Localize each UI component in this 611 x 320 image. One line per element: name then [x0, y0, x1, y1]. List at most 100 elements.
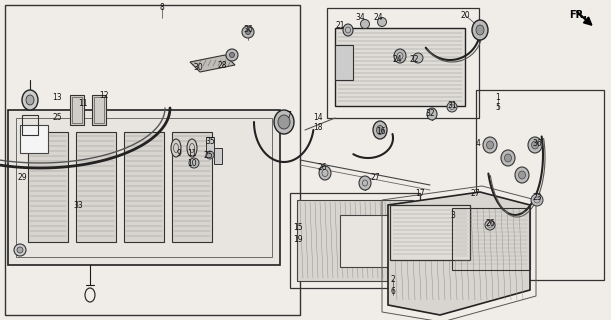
Text: 4: 4 — [475, 139, 480, 148]
Text: 30: 30 — [193, 63, 203, 73]
Text: 26: 26 — [485, 219, 495, 228]
Ellipse shape — [505, 154, 511, 162]
Bar — [94, 97, 104, 123]
Ellipse shape — [376, 125, 384, 134]
Text: 5: 5 — [496, 103, 500, 113]
Text: 15: 15 — [293, 223, 303, 233]
Text: 1: 1 — [496, 93, 500, 102]
Ellipse shape — [226, 49, 238, 61]
Text: 8: 8 — [159, 4, 164, 12]
Bar — [8, 110, 280, 265]
Bar — [22, 115, 38, 135]
Text: 34: 34 — [355, 13, 365, 22]
Ellipse shape — [373, 121, 387, 139]
Text: 20: 20 — [460, 11, 470, 20]
Bar — [290, 193, 420, 288]
Ellipse shape — [187, 139, 197, 157]
Text: 6: 6 — [390, 287, 395, 297]
Ellipse shape — [278, 115, 290, 129]
Bar — [335, 45, 353, 80]
Text: 3: 3 — [450, 211, 455, 220]
Ellipse shape — [519, 171, 525, 179]
Bar — [327, 8, 479, 118]
Text: 25: 25 — [203, 150, 213, 159]
Ellipse shape — [246, 29, 251, 35]
Ellipse shape — [360, 20, 370, 28]
Ellipse shape — [242, 26, 254, 38]
Ellipse shape — [413, 53, 423, 63]
Text: 2: 2 — [390, 276, 395, 284]
Ellipse shape — [472, 20, 488, 40]
Text: 11: 11 — [187, 148, 197, 157]
Text: 13: 13 — [52, 93, 62, 102]
Polygon shape — [388, 192, 530, 315]
Text: 26: 26 — [317, 164, 327, 172]
Ellipse shape — [378, 18, 387, 27]
Bar — [214, 148, 222, 164]
Text: 29: 29 — [17, 173, 27, 182]
Text: 18: 18 — [313, 124, 323, 132]
Text: 21: 21 — [335, 20, 345, 29]
Text: 35: 35 — [205, 138, 215, 147]
Bar — [297, 200, 413, 281]
Ellipse shape — [427, 108, 437, 120]
Ellipse shape — [343, 24, 353, 36]
Text: 11: 11 — [78, 99, 88, 108]
Bar — [72, 97, 82, 123]
Text: FR.: FR. — [569, 10, 587, 20]
Bar — [16, 118, 272, 257]
Ellipse shape — [394, 49, 406, 63]
Text: 19: 19 — [293, 236, 303, 244]
Ellipse shape — [189, 158, 199, 168]
Text: 14: 14 — [313, 114, 323, 123]
Text: 12: 12 — [99, 91, 109, 100]
Bar — [5, 5, 300, 315]
Bar — [452, 208, 530, 270]
Bar — [92, 95, 106, 125]
Text: 32: 32 — [425, 108, 435, 117]
Text: 10: 10 — [187, 158, 197, 167]
Ellipse shape — [485, 220, 495, 230]
Text: 23: 23 — [532, 194, 542, 203]
Text: 22: 22 — [409, 55, 419, 65]
Bar — [28, 132, 68, 242]
Bar — [124, 132, 164, 242]
Ellipse shape — [206, 151, 214, 159]
Bar — [206, 137, 214, 153]
Bar — [476, 90, 604, 280]
Ellipse shape — [483, 137, 497, 153]
Bar — [172, 132, 212, 242]
Text: 9: 9 — [177, 148, 181, 157]
Ellipse shape — [359, 176, 371, 190]
Text: 16: 16 — [376, 126, 386, 135]
Text: 36: 36 — [532, 139, 542, 148]
Bar — [20, 125, 48, 153]
Ellipse shape — [14, 244, 26, 256]
Text: 28: 28 — [218, 60, 227, 69]
Ellipse shape — [22, 90, 38, 110]
Polygon shape — [190, 55, 235, 72]
Ellipse shape — [501, 150, 515, 166]
Ellipse shape — [26, 95, 34, 105]
Ellipse shape — [17, 247, 23, 253]
Text: 27: 27 — [470, 188, 480, 197]
Ellipse shape — [476, 25, 484, 35]
Ellipse shape — [528, 137, 542, 153]
Ellipse shape — [531, 194, 543, 206]
Ellipse shape — [319, 166, 331, 180]
Bar — [340, 215, 398, 267]
Ellipse shape — [230, 52, 235, 58]
Ellipse shape — [532, 141, 538, 149]
Ellipse shape — [515, 167, 529, 183]
Ellipse shape — [447, 102, 457, 112]
Ellipse shape — [486, 141, 494, 149]
Text: 33: 33 — [73, 201, 83, 210]
Text: 17: 17 — [415, 188, 425, 197]
Text: 24: 24 — [392, 55, 402, 65]
Ellipse shape — [171, 139, 181, 157]
Text: 25: 25 — [52, 114, 62, 123]
Text: 31: 31 — [447, 100, 457, 109]
Bar — [335, 28, 465, 106]
Text: 24: 24 — [373, 13, 383, 22]
Bar — [390, 205, 470, 260]
